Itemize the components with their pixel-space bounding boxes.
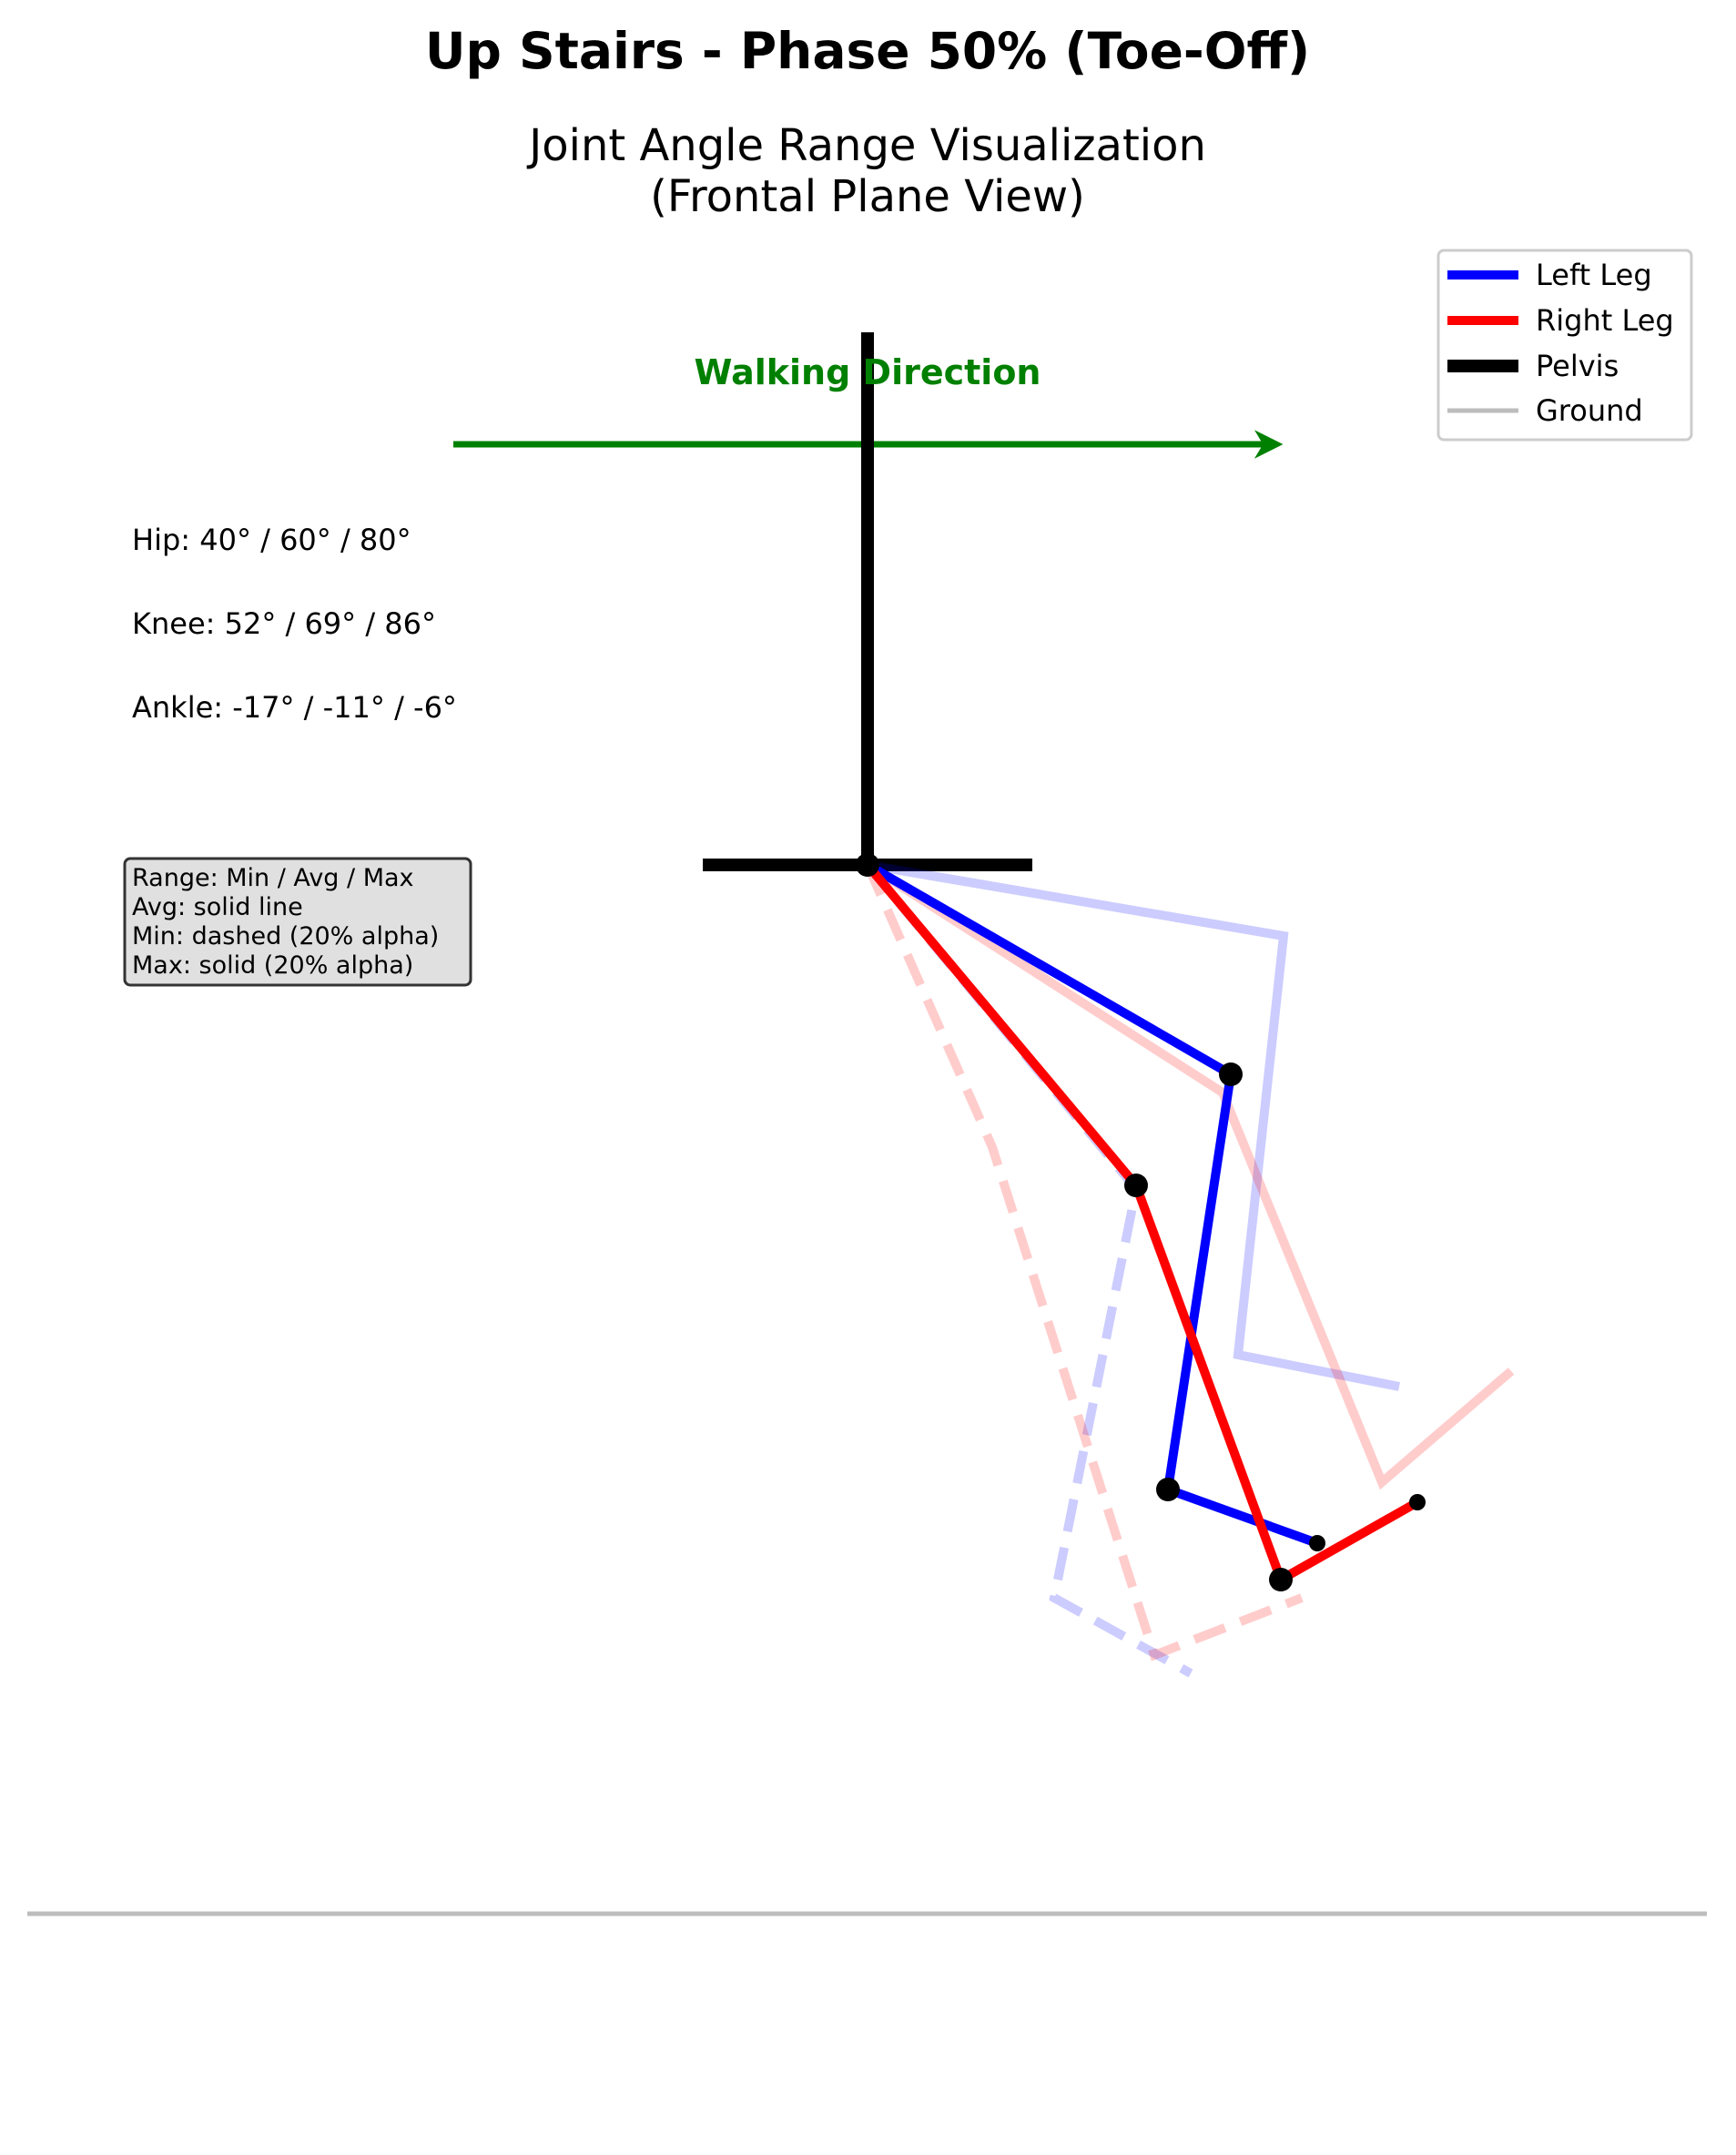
hip-angle-range: Hip: 40° / 60° / 80° xyxy=(132,523,411,557)
legend-label-pelvis: Pelvis xyxy=(1536,349,1619,383)
right-toe-marker xyxy=(1409,1494,1426,1510)
legend-label-right-leg: Right Leg xyxy=(1536,303,1674,338)
walking-direction-label: Walking Direction xyxy=(695,352,1041,392)
left-knee-marker xyxy=(1219,1062,1243,1086)
note-line-1: Range: Min / Avg / Max xyxy=(132,864,414,892)
chart-subtitle-line1: Joint Angle Range Visualization xyxy=(526,120,1206,171)
note-line-3: Min: dashed (20% alpha) xyxy=(132,922,439,950)
left-leg-min xyxy=(864,861,1193,1678)
right-ankle-marker xyxy=(1269,1568,1293,1591)
right-leg-average xyxy=(864,861,1420,1587)
legend: Left Leg Right Leg Pelvis Ground xyxy=(1437,249,1693,442)
legend-label-left-leg: Left Leg xyxy=(1536,258,1652,292)
note-line-4: Max: solid (20% alpha) xyxy=(132,951,413,980)
right-leg-min xyxy=(863,862,1304,1662)
left-ankle-marker xyxy=(1156,1478,1180,1501)
range-note-box: Range: Min / Avg / Max Avg: solid line M… xyxy=(123,857,472,987)
hip-joint-marker xyxy=(856,853,879,877)
right-leg-max xyxy=(865,860,1515,1490)
right-knee-marker xyxy=(1124,1174,1148,1197)
legend-label-ground: Ground xyxy=(1536,393,1643,428)
note-line-2: Avg: solid line xyxy=(132,893,303,921)
left-leg-average xyxy=(865,860,1319,1548)
left-leg-max xyxy=(867,860,1400,1391)
knee-angle-range: Knee: 52° / 69° / 86° xyxy=(132,606,436,641)
left-toe-marker xyxy=(1309,1535,1325,1551)
chart-subtitle-line2: (Frontal Plane View) xyxy=(650,171,1085,222)
chart-title: Up Stairs - Phase 50% (Toe-Off) xyxy=(425,22,1310,80)
ankle-angle-range: Ankle: -17° / -11° / -6° xyxy=(132,690,457,725)
